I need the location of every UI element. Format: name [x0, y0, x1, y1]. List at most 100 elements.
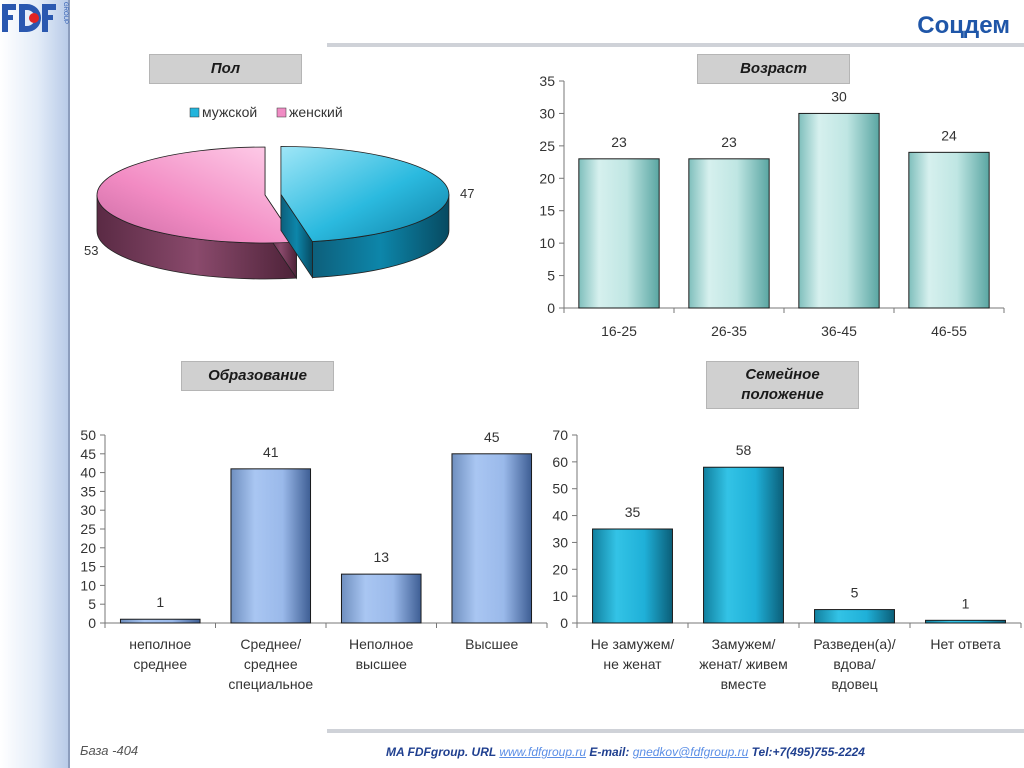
fdf-logo: GROUP	[0, 0, 70, 38]
bar	[230, 468, 312, 624]
bar	[703, 466, 784, 624]
x-tick-label: вместе	[721, 676, 767, 692]
section-label-education-text: Образование	[208, 367, 307, 384]
section-label-marital-text-1: Семейное	[745, 366, 820, 383]
x-tick-label: специальное	[228, 676, 313, 692]
base-size-note: База -404	[80, 743, 139, 758]
footer-rule	[327, 729, 1024, 733]
bar	[814, 609, 895, 624]
data-label: 24	[941, 127, 957, 143]
y-tick-label: 25	[539, 138, 555, 154]
section-label-gender: Пол	[149, 54, 302, 84]
slide-title: Соцдем	[917, 12, 1010, 39]
x-tick-label: Высшее	[465, 636, 518, 652]
bar	[925, 619, 1006, 624]
y-tick-label: 35	[80, 483, 96, 499]
x-tick-label: 36-45	[821, 323, 857, 339]
pie-slice-male-top	[280, 145, 450, 242]
x-tick-label: Среднее/	[240, 636, 301, 652]
data-label: 1	[156, 594, 164, 610]
x-tick-label: Замужем/	[712, 636, 776, 652]
y-tick-label: 0	[88, 615, 96, 631]
bar	[908, 151, 990, 309]
y-tick-label: 30	[80, 502, 96, 518]
header-rule	[327, 43, 1024, 47]
legend-label-female: женский	[289, 104, 343, 120]
y-tick-label: 0	[547, 300, 555, 316]
data-label: 30	[831, 88, 847, 104]
x-tick-label: женат/ живем	[699, 656, 787, 672]
footer-tel: Tel:+7(495)755-2224	[748, 745, 865, 759]
footer-contact: MA FDFgroup. URL www.fdfgroup.ru E-mail:…	[386, 745, 865, 759]
gender-pie-chart: мужской женский 47 53	[84, 104, 474, 280]
legend-label-male: мужской	[202, 104, 257, 120]
y-tick-label: 25	[80, 521, 96, 537]
y-tick-label: 20	[80, 540, 96, 556]
bar	[798, 112, 880, 309]
y-tick-label: 50	[552, 481, 568, 497]
education-bar-chart: 0 5 10 15 20 25 30 35 40 45 50 1 неполное среднее 41 Ср…	[80, 427, 548, 692]
x-tick-label: не женат	[603, 656, 662, 672]
y-tick-label: 10	[552, 588, 568, 604]
y-tick-label: 30	[552, 534, 568, 550]
section-label-gender-text: Пол	[210, 60, 241, 77]
y-tick-label: 40	[552, 508, 568, 524]
pie-slice-female	[96, 146, 298, 280]
x-tick-label: вдовец	[831, 676, 877, 692]
x-tick-label: Неполное	[349, 636, 414, 652]
x-tick-label: неполное	[129, 636, 191, 652]
y-tick-label: 10	[539, 235, 555, 251]
footer-company: MA FDFgroup. URL	[386, 745, 500, 759]
bar	[688, 158, 770, 309]
x-tick-label: среднее	[244, 656, 298, 672]
bar	[592, 528, 673, 624]
y-tick-label: 20	[539, 170, 555, 186]
pie-value-female: 53	[84, 243, 98, 258]
section-label-marital: Семейное положение	[706, 361, 859, 409]
data-label: 58	[736, 442, 752, 458]
data-label: 23	[721, 134, 737, 150]
left-sidebar	[0, 0, 70, 768]
data-label: 13	[373, 549, 389, 565]
bar	[340, 573, 422, 624]
svg-text:GROUP: GROUP	[62, 2, 68, 24]
pie-slice-male	[280, 145, 450, 279]
y-tick-label: 5	[88, 596, 96, 612]
pie-legend: мужской женский	[189, 104, 343, 120]
section-label-marital-text-2: положение	[741, 386, 824, 403]
section-label-education: Образование	[181, 361, 334, 391]
x-tick-label: Не замужем/	[591, 636, 675, 652]
x-tick-label: вдова/	[833, 656, 875, 672]
section-label-age-text: Возраст	[740, 60, 807, 77]
footer-url-link[interactable]: www.fdfgroup.ru	[499, 745, 587, 759]
y-tick-label: 40	[80, 465, 96, 481]
bar	[119, 618, 201, 624]
x-tick-label: высшее	[356, 656, 408, 672]
footer-email-link[interactable]: gnedkov@fdfgroup.ru	[632, 745, 749, 759]
y-tick-label: 15	[539, 203, 555, 219]
bar	[578, 158, 660, 309]
y-tick-label: 70	[552, 427, 568, 443]
data-label: 41	[263, 444, 279, 460]
x-tick-label: среднее	[133, 656, 187, 672]
legend-swatch-male	[189, 107, 200, 118]
section-label-age: Возраст	[697, 54, 850, 84]
bar	[451, 453, 533, 624]
data-label: 35	[625, 504, 641, 520]
pie-value-male: 47	[460, 186, 474, 201]
x-tick-label: Разведен(а)/	[813, 636, 895, 652]
footer-email-label: E-mail:	[586, 745, 633, 759]
age-bar-chart: 0 5 10 15 20 25 30 35 23 16-25 23 26-35 30 36-45 24 46-…	[539, 73, 1005, 339]
x-tick-label: 16-25	[601, 323, 637, 339]
x-tick-label: 46-55	[931, 323, 967, 339]
data-label: 45	[484, 429, 500, 445]
y-tick-label: 0	[560, 615, 568, 631]
y-tick-label: 60	[552, 454, 568, 470]
x-tick-label: 26-35	[711, 323, 747, 339]
y-tick-label: 50	[80, 427, 96, 443]
data-label: 1	[962, 595, 970, 611]
y-tick-label: 5	[547, 268, 555, 284]
data-label: 23	[611, 134, 627, 150]
y-tick-label: 10	[80, 577, 96, 593]
data-label: 5	[851, 585, 859, 601]
